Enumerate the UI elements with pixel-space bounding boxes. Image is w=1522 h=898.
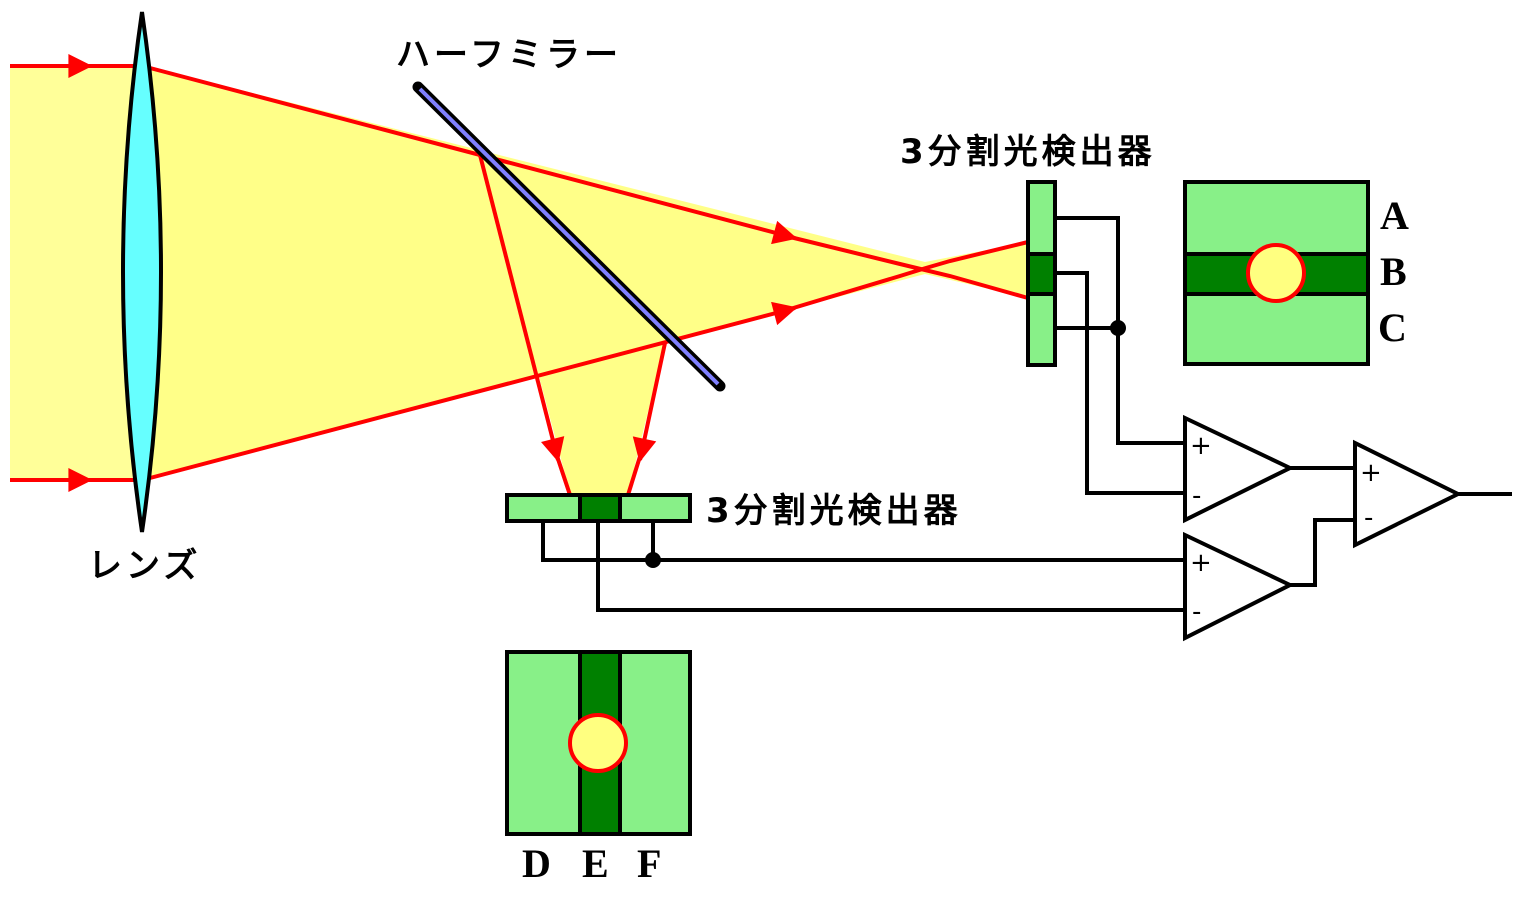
light-spot [1246,243,1306,303]
opamp-2: + - [1183,531,1295,642]
svg-text:+: + [1360,458,1382,488]
light-spot [568,713,628,773]
label-e: E [582,841,609,886]
half-mirror-label: ハーフミラー [396,35,622,75]
svg-text:-: - [1364,503,1373,533]
detector-view-def [505,650,692,836]
label-a: A [1380,193,1409,238]
svg-text:-: - [1192,481,1201,511]
opamp-1: + - [1183,414,1295,524]
detector-bottom [505,493,692,523]
half-mirror [412,81,726,392]
rays [10,54,1029,496]
detector-right [1026,180,1057,367]
lens [121,11,163,533]
detector-bottom-label: 3分割光検出器 [706,491,962,531]
detector-right-label: 3分割光検出器 [900,132,1156,172]
svg-text:+: + [1190,431,1212,461]
detector-view-abc [1183,180,1370,366]
label-f: F [637,841,661,886]
svg-text:+: + [1190,548,1212,578]
label-c: C [1378,305,1407,350]
label-d: D [522,841,551,886]
label-b: B [1380,249,1407,294]
svg-text:-: - [1192,597,1201,627]
junction-dot [1110,320,1126,336]
lens-label: レンズ [88,546,201,586]
opamp-3: + - [1353,439,1463,549]
junction-dot [645,552,661,568]
